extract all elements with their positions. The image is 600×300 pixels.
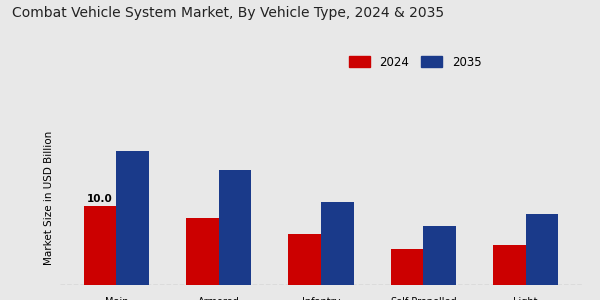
Bar	[424, 226, 456, 285]
Legend: 2024, 2035: 2024, 2035	[344, 51, 486, 73]
Y-axis label: Market Size in USD Billion: Market Size in USD Billion	[44, 131, 55, 265]
Bar	[218, 170, 251, 285]
Bar	[321, 202, 354, 285]
Text: Combat Vehicle System Market, By Vehicle Type, 2024 & 2035: Combat Vehicle System Market, By Vehicle…	[12, 6, 444, 20]
Bar	[186, 218, 218, 285]
Bar	[288, 234, 321, 285]
Text: 10.0: 10.0	[87, 194, 113, 203]
Bar	[83, 206, 116, 285]
Bar	[526, 214, 559, 285]
Bar	[493, 245, 526, 285]
Bar	[391, 249, 424, 285]
Bar	[116, 151, 149, 285]
